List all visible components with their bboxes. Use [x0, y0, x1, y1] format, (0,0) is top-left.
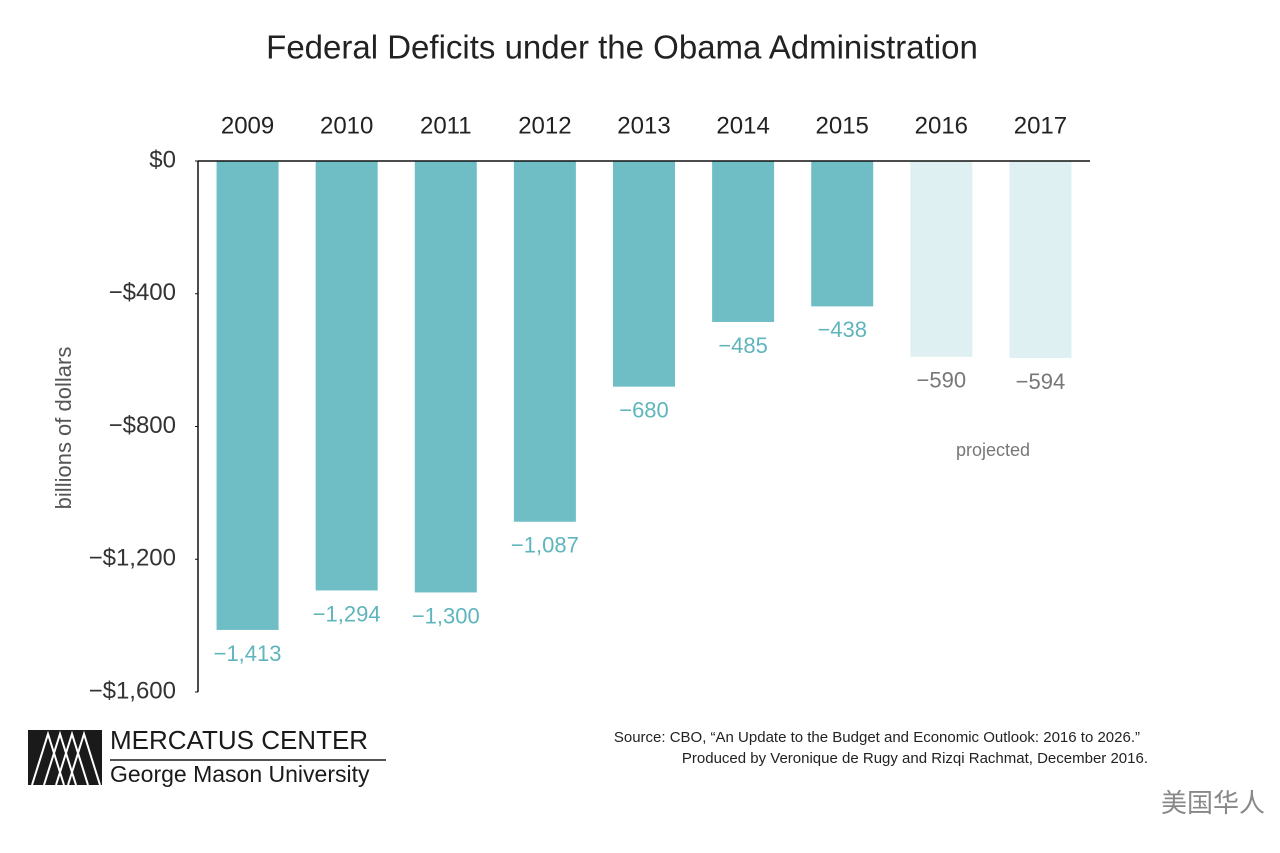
bar [414, 161, 477, 593]
bar [513, 161, 576, 522]
chart-title: Federal Deficits under the Obama Adminis… [266, 29, 978, 66]
value-label: −1,413 [214, 641, 282, 666]
y-tick-label: −$1,600 [89, 677, 176, 704]
y-tick-label: −$400 [109, 279, 176, 306]
value-label: −438 [817, 317, 867, 342]
x-tick-label: 2017 [1014, 112, 1067, 139]
x-tick-label: 2014 [716, 112, 769, 139]
source: Source: CBO, “An Update to the Budget an… [614, 729, 1140, 746]
bar [910, 161, 973, 357]
x-tick-label: 2016 [915, 112, 968, 139]
x-tick-label: 2012 [518, 112, 571, 139]
logo-name: MERCATUS CENTER [110, 725, 368, 755]
annotation: projected [956, 440, 1030, 460]
watermark: 美国华人 [1161, 788, 1265, 818]
logo-mark [28, 730, 102, 786]
credit: Produced by Veronique de Rugy and Rizqi … [682, 750, 1148, 767]
x-tick-label: 2009 [221, 112, 274, 139]
value-label: −680 [619, 397, 669, 422]
value-label: −594 [1016, 369, 1066, 394]
value-label: −1,294 [313, 601, 381, 626]
value-label: −1,087 [511, 533, 579, 558]
x-tick-label: 2015 [816, 112, 869, 139]
bar [613, 161, 675, 387]
value-label: −1,300 [412, 603, 480, 628]
bar [712, 161, 775, 322]
x-tick-label: 2013 [617, 112, 670, 139]
bar [315, 161, 378, 591]
bar [811, 161, 874, 307]
logo-subtitle: George Mason University [110, 761, 370, 787]
bar [1009, 161, 1072, 359]
x-tick-label: 2010 [320, 112, 373, 139]
y-tick-label: $0 [149, 146, 176, 173]
y-tick-label: −$1,200 [89, 545, 176, 572]
y-tick-label: −$800 [109, 412, 176, 439]
x-tick-label: 2011 [420, 112, 472, 139]
value-label: −485 [718, 333, 768, 358]
y-axis-label: billions of dollars [51, 347, 76, 510]
value-label: −590 [917, 368, 967, 393]
bar [216, 161, 279, 630]
